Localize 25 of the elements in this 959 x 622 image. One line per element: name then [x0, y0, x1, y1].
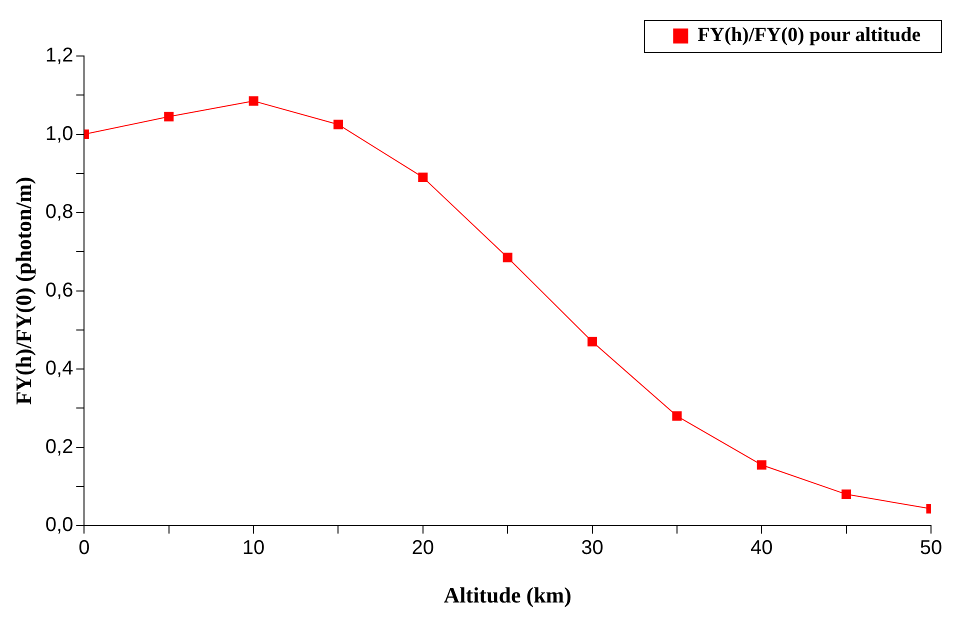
point — [672, 411, 682, 421]
point — [842, 490, 852, 500]
y-tick-label: 1,0 — [45, 122, 74, 145]
x-tick-label: 10 — [242, 537, 265, 560]
y-tick-label: 0,4 — [45, 358, 74, 380]
point — [588, 336, 598, 346]
y-tick-label: 0,0 — [45, 514, 74, 536]
point — [164, 112, 174, 122]
x-tick-label: 20 — [412, 537, 434, 560]
x-tick-label: 40 — [750, 537, 773, 560]
point — [248, 96, 258, 106]
y-tick-label: 0,2 — [45, 436, 74, 458]
x-tick-label: 50 — [920, 537, 942, 560]
y-tick-label: 1,2 — [45, 44, 74, 67]
point — [334, 120, 343, 130]
x-axis-title: Altitude (km) — [444, 582, 572, 608]
y-tick-label: 0,8 — [45, 201, 74, 224]
x-tick-label: 0 — [78, 537, 90, 560]
legend-label: FY(h)/FY(0) pour altitude — [698, 24, 921, 46]
point — [756, 460, 766, 470]
y-tick-label: 0,6 — [45, 279, 74, 302]
point — [502, 252, 512, 262]
x-tick-label: 30 — [581, 537, 604, 560]
point — [418, 172, 428, 182]
y-axis-title: FY(h)/FY(0) (photon/m) — [10, 176, 36, 405]
